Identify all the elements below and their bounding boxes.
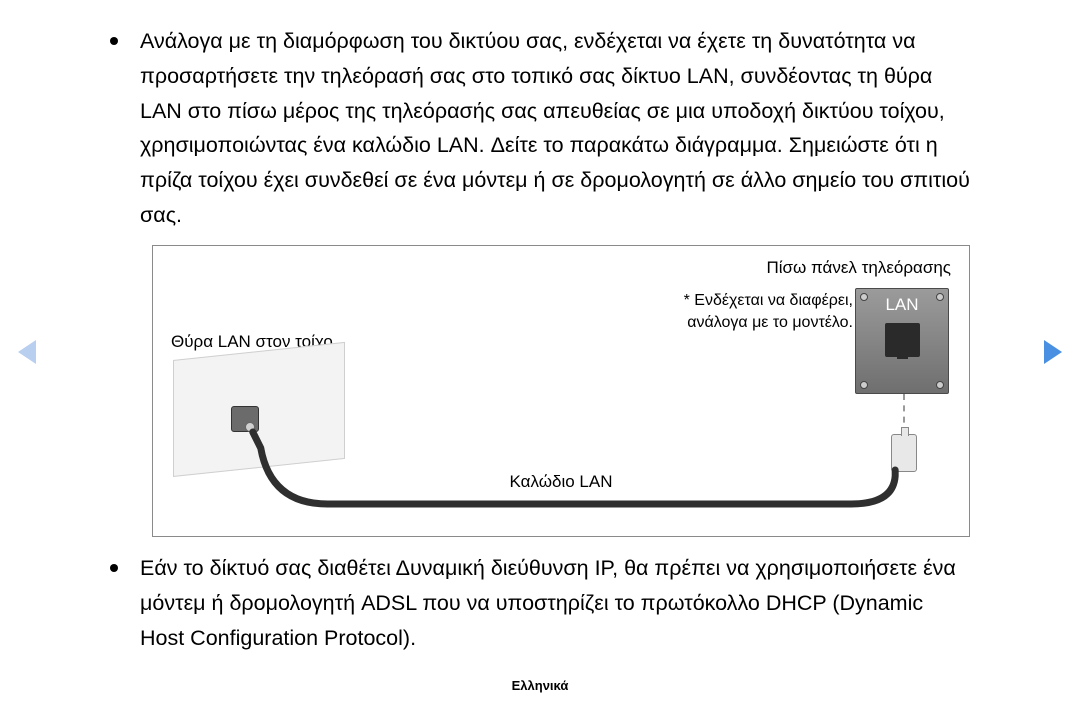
bolt-icon bbox=[936, 381, 944, 389]
bullet-dot-icon bbox=[110, 37, 118, 45]
next-page-arrow[interactable] bbox=[1044, 340, 1062, 364]
tv-model-note: * Ενδέχεται να διαφέρει, ανάλογα με το μ… bbox=[643, 290, 853, 333]
cable-plug-icon bbox=[891, 434, 917, 472]
wall-pin-icon bbox=[245, 422, 255, 432]
bolt-icon bbox=[860, 293, 868, 301]
bullet-text-2: Εάν το δίκτυό σας διαθέτει Δυναμική διεύ… bbox=[140, 551, 970, 655]
page-content: Ανάλογα με τη διαμόρφωση του δικτύου σας… bbox=[0, 0, 1080, 655]
lan-port-panel: LAN bbox=[855, 288, 949, 394]
wall-plate-icon bbox=[173, 342, 345, 477]
bullet-item-2: Εάν το δίκτυό σας διαθέτει Δυναμική διεύ… bbox=[110, 551, 970, 655]
bullet-text-1: Ανάλογα με τη διαμόρφωση του δικτύου σας… bbox=[140, 24, 970, 233]
tv-panel-title: Πίσω πάνελ τηλεόρασης bbox=[766, 258, 951, 278]
rj45-port-icon bbox=[885, 323, 920, 357]
connection-diagram: Θύρα LAN στον τοίχο Πίσω πάνελ τηλεόραση… bbox=[152, 245, 970, 537]
bolt-icon bbox=[936, 293, 944, 301]
bolt-icon bbox=[860, 381, 868, 389]
prev-page-arrow[interactable] bbox=[18, 340, 36, 364]
footer-language: Ελληνικά bbox=[0, 678, 1080, 693]
lan-port-label: LAN bbox=[856, 295, 948, 315]
bullet-dot-icon bbox=[110, 564, 118, 572]
lan-cable-label: Καλώδιο LAN bbox=[510, 472, 613, 492]
bullet-item-1: Ανάλογα με τη διαμόρφωση του δικτύου σας… bbox=[110, 24, 970, 233]
